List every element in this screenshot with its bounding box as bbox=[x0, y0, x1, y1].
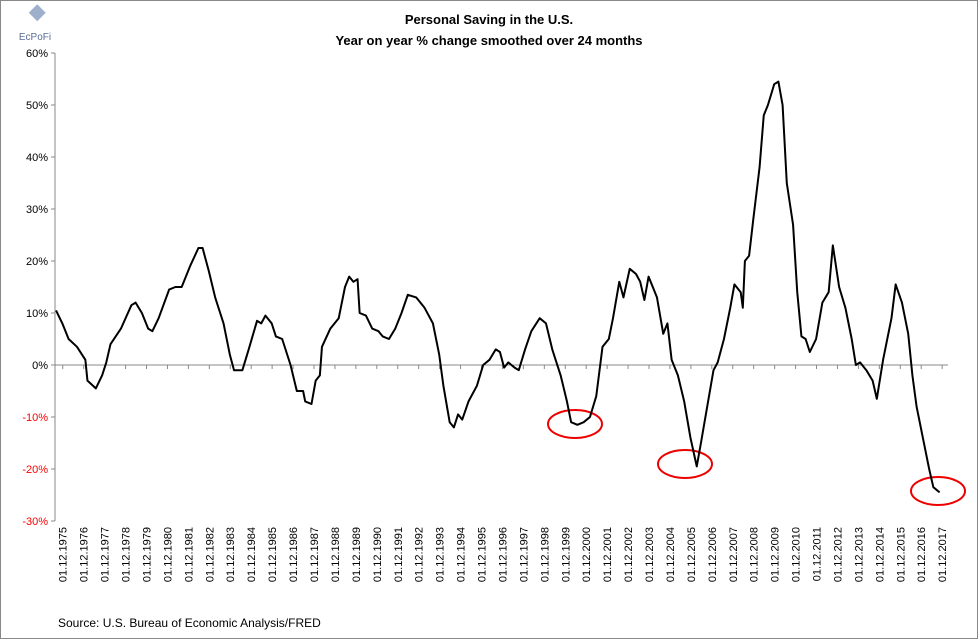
x-tick-label: 01.12.2013 bbox=[853, 527, 865, 582]
x-tick-label: 01.12.2016 bbox=[916, 527, 928, 582]
x-tick-label: 01.12.1979 bbox=[141, 527, 153, 582]
x-tick-label: 01.12.1993 bbox=[435, 527, 447, 582]
y-tick-label: 10% bbox=[26, 308, 48, 320]
source-note: Source: U.S. Bureau of Economic Analysis… bbox=[58, 616, 321, 630]
y-tick-label: -10% bbox=[22, 412, 48, 424]
chart-title: Personal Saving in the U.S. bbox=[405, 12, 573, 27]
x-tick-label: 01.12.1998 bbox=[539, 527, 551, 582]
x-tick-label: 01.12.2006 bbox=[707, 527, 719, 582]
x-tick-label: 01.12.2008 bbox=[749, 527, 761, 582]
x-tick-label: 01.12.1991 bbox=[393, 527, 405, 582]
highlight-circle bbox=[547, 409, 603, 439]
y-tick-label: 20% bbox=[26, 256, 48, 268]
x-tick-label: 01.12.2017 bbox=[937, 527, 949, 582]
x-tick-label: 01.12.1983 bbox=[225, 527, 237, 582]
x-tick-label: 01.12.1978 bbox=[121, 527, 133, 582]
y-tick-label: 50% bbox=[26, 100, 48, 112]
x-tick-label: 01.12.2015 bbox=[895, 527, 907, 582]
x-tick-label: 01.12.2001 bbox=[602, 527, 614, 582]
x-tick-label: 01.12.1984 bbox=[246, 527, 258, 582]
y-tick-label: -30% bbox=[22, 516, 48, 528]
x-tick-label: 01.12.1996 bbox=[497, 527, 509, 582]
x-tick-label: 01.12.2012 bbox=[832, 527, 844, 582]
chart-subtitle: Year on year % change smoothed over 24 m… bbox=[335, 33, 642, 48]
x-tick-label: 01.12.2014 bbox=[874, 527, 886, 582]
y-tick-label: 40% bbox=[26, 152, 48, 164]
x-tick-label: 01.12.1992 bbox=[414, 527, 426, 582]
x-tick-label: 01.12.1982 bbox=[204, 527, 216, 582]
x-tick-label: 01.12.2003 bbox=[644, 527, 656, 582]
x-tick-label: 01.12.1981 bbox=[183, 527, 195, 582]
x-tick-label: 01.12.2010 bbox=[791, 527, 803, 582]
x-tick-label: 01.12.1986 bbox=[288, 527, 300, 582]
x-tick-label: 01.12.1980 bbox=[162, 527, 174, 582]
x-tick-label: 01.12.1985 bbox=[267, 527, 279, 582]
x-tick-label: 01.12.1994 bbox=[456, 527, 468, 582]
highlight-circle bbox=[910, 476, 966, 506]
y-tick-label: 60% bbox=[26, 48, 48, 60]
x-tick-label: 01.12.1989 bbox=[351, 527, 363, 582]
x-tick-label: 01.12.1995 bbox=[477, 527, 489, 582]
x-tick-label: 01.12.2009 bbox=[770, 527, 782, 582]
y-tick-label: 30% bbox=[26, 204, 48, 216]
data-line bbox=[55, 80, 941, 494]
x-tick-label: 01.12.1976 bbox=[79, 527, 91, 582]
x-tick-label: 01.12.2011 bbox=[812, 527, 824, 581]
logo-text: EcPoFi bbox=[19, 32, 51, 43]
x-tick-label: 01.12.1975 bbox=[58, 527, 70, 582]
x-tick-label: 01.12.1990 bbox=[372, 527, 384, 582]
x-tick-label: 01.12.1997 bbox=[518, 527, 530, 582]
x-tick-label: 01.12.1999 bbox=[560, 527, 572, 582]
x-tick-label: 01.12.1977 bbox=[100, 527, 112, 582]
x-tick-label: 01.12.1988 bbox=[330, 527, 342, 582]
x-tick-label: 01.12.1987 bbox=[309, 527, 321, 582]
x-tick-label: 01.12.2005 bbox=[686, 527, 698, 582]
x-tick-label: 01.12.2002 bbox=[623, 527, 635, 582]
highlight-circle bbox=[657, 449, 713, 479]
x-tick-label: 01.12.2000 bbox=[581, 527, 593, 582]
y-tick-label: -20% bbox=[22, 464, 48, 476]
x-tick-label: 01.12.2007 bbox=[728, 527, 740, 582]
y-tick-label: 0% bbox=[32, 360, 48, 372]
x-tick-label: 01.12.2004 bbox=[665, 527, 677, 582]
